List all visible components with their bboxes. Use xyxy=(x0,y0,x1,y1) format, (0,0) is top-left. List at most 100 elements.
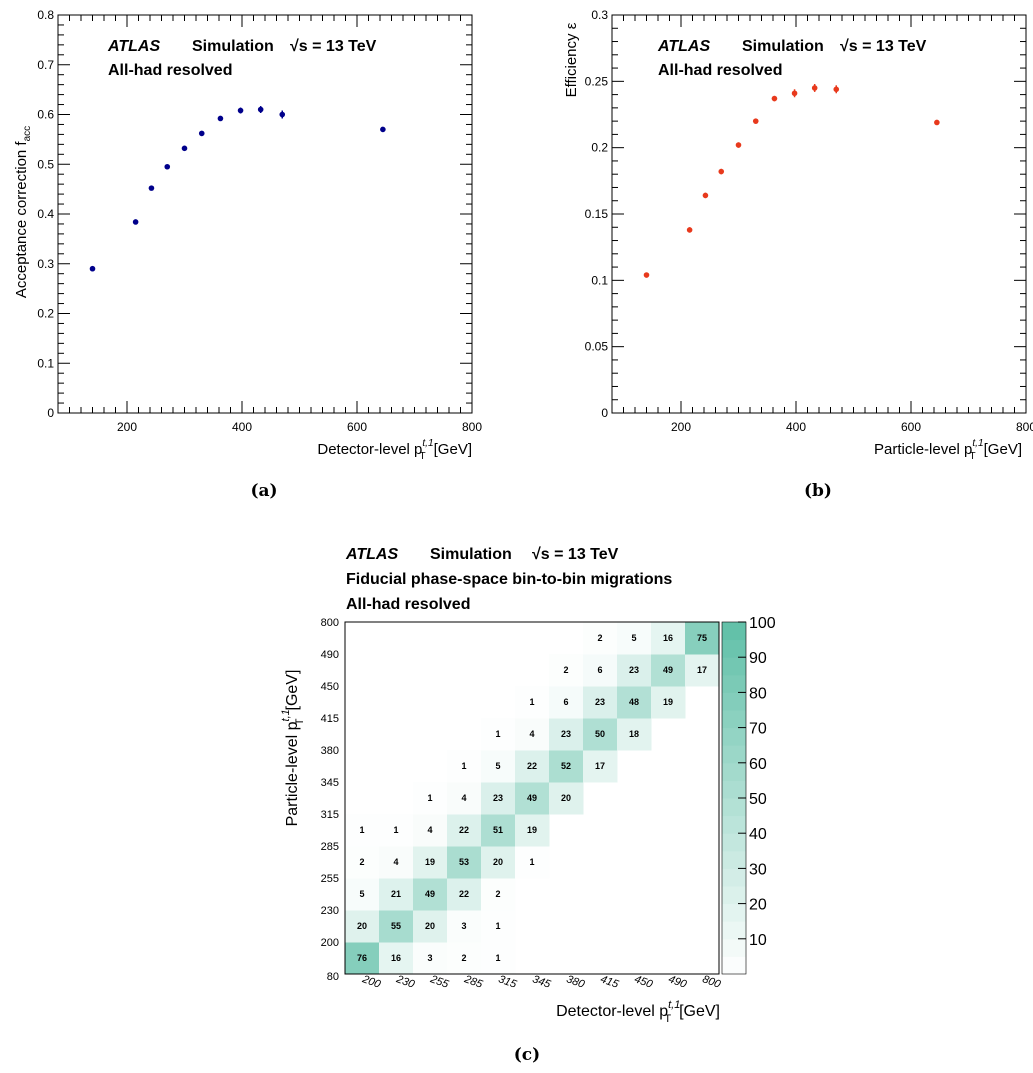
heatmap-cell xyxy=(447,878,482,911)
a-data-point xyxy=(181,145,188,152)
color-scale-segment xyxy=(722,868,746,887)
heatmap-cell-value: 76 xyxy=(357,953,367,963)
color-scale-segment xyxy=(722,833,746,852)
c-ytick-label: 415 xyxy=(321,713,339,725)
color-scale-segment xyxy=(722,850,746,869)
heatmap-cell-value: 1 xyxy=(393,825,398,835)
heatmap-cell xyxy=(345,942,380,975)
a-data-point xyxy=(217,115,224,122)
c-xtick-label: 345 xyxy=(531,973,553,991)
heatmap-cell xyxy=(549,750,584,783)
heatmap-cell xyxy=(583,686,618,719)
heatmap-cell xyxy=(651,654,686,687)
a-ytick-label: 0.1 xyxy=(37,356,54,370)
c-xtick-label: 285 xyxy=(462,973,485,991)
heatmap-cell xyxy=(345,878,380,911)
color-scale-segment xyxy=(722,938,746,957)
color-scale-tick-label: 10 xyxy=(749,932,767,949)
c-xtick-label: 315 xyxy=(497,973,519,991)
a-data-point xyxy=(279,111,286,118)
a-data-point xyxy=(164,163,171,170)
heatmap-cell xyxy=(481,942,516,975)
c-xtick-label: 415 xyxy=(599,973,621,991)
panel-a: 0 0.1 0.2 0.3 0.4 0.5 0.6 0.7 0.8 200 400 600 800 AT… xyxy=(13,8,482,501)
b-ytick-label: 0.15 xyxy=(585,207,609,221)
a-ytick-label: 0.6 xyxy=(37,108,54,122)
c-ytick-label: 230 xyxy=(321,905,339,917)
b-xtick-label: 600 xyxy=(901,420,921,434)
heatmap-cell-value: 19 xyxy=(527,825,537,835)
heatmap-cell xyxy=(345,814,380,847)
b-data-point xyxy=(735,142,742,148)
color-scale-tick-label: 60 xyxy=(749,756,767,773)
b-xlabel-text: Particle-level p xyxy=(874,441,972,458)
heatmap-cell xyxy=(379,846,414,879)
a-energy-label: √s = 13 TeV xyxy=(290,38,377,55)
heatmap-cell xyxy=(345,846,380,879)
heatmap-cell-value: 4 xyxy=(461,793,466,803)
b-data-point xyxy=(791,90,798,97)
c-ylabel-text: Particle-level p xyxy=(284,721,301,826)
heatmap-cell-value: 2 xyxy=(495,889,500,899)
heatmap-cell-value: 5 xyxy=(631,633,636,643)
heatmap-cell-value: 1 xyxy=(359,825,364,835)
c-ytick-label: 285 xyxy=(321,841,339,853)
heatmap-cell-value: 20 xyxy=(561,793,571,803)
heatmap-cell-value: 49 xyxy=(663,665,673,675)
heatmap-cell-value: 3 xyxy=(427,953,432,963)
color-scale-segment xyxy=(722,657,746,676)
b-data-point xyxy=(686,227,693,233)
plot-a-axes: 0 0.1 0.2 0.3 0.4 0.5 0.6 0.7 0.8 200 400 600 800 xyxy=(37,8,482,434)
color-scale-segment xyxy=(722,815,746,834)
c-ytick-label: 200 xyxy=(321,937,339,949)
heatmap-cell xyxy=(379,910,414,943)
heatmap-cell-value: 52 xyxy=(561,761,571,771)
a-data-point xyxy=(380,126,386,133)
color-scale-segment xyxy=(722,956,746,975)
a-subtitle: All-had resolved xyxy=(108,62,232,79)
c-ytick-label: 255 xyxy=(321,873,339,885)
c-xtick-label: 490 xyxy=(667,973,689,991)
b-xtick-label: 400 xyxy=(786,420,806,434)
color-scale-tick-label: 80 xyxy=(749,685,767,702)
heatmap-cell xyxy=(413,878,448,911)
color-scale-segment xyxy=(722,921,746,940)
plot-b-points xyxy=(643,83,940,278)
a-ytick-label: 0.7 xyxy=(37,58,54,72)
heatmap-cell-value: 1 xyxy=(461,761,466,771)
color-scale-segment xyxy=(722,762,746,781)
color-scale-segment xyxy=(722,710,746,729)
color-scale-segment xyxy=(722,780,746,799)
heatmap-cell-value: 51 xyxy=(493,825,503,835)
heatmap-cell-value: 3 xyxy=(461,921,466,931)
b-data-point xyxy=(718,168,725,175)
heatmap-cell-value: 2 xyxy=(563,665,568,675)
heatmap-cell xyxy=(481,910,516,943)
heatmap-cell-value: 20 xyxy=(357,921,367,931)
color-scale-segment xyxy=(722,798,746,817)
heatmap-cell-value: 16 xyxy=(391,953,401,963)
a-xtick-label: 200 xyxy=(117,420,137,434)
c-ylabel-unit: [GeV] xyxy=(284,670,301,711)
heatmap-cell-value: 75 xyxy=(697,633,707,643)
heatmap-cell xyxy=(583,718,618,751)
b-data-point xyxy=(771,95,778,102)
heatmap-cell-value: 22 xyxy=(459,825,469,835)
c-xlabel-unit: [GeV] xyxy=(679,1003,720,1020)
b-xtick-label: 800 xyxy=(1016,420,1033,434)
heatmap-cell xyxy=(549,654,584,687)
c-subtitle-line3: All-had resolved xyxy=(346,596,470,613)
b-data-point xyxy=(702,192,709,199)
c-ytick-label: 450 xyxy=(321,681,339,693)
b-ylabel: Efficiency ε xyxy=(563,22,580,97)
heatmap-cell-value: 23 xyxy=(561,729,571,739)
b-ytick-label: 0 xyxy=(601,406,608,420)
panel-c: ATLAS Simulation √s = 13 TeV Fiducial ph… xyxy=(280,546,776,1065)
b-ytick-label: 0.25 xyxy=(585,74,609,88)
heatmap-cell xyxy=(447,750,482,783)
color-scale-segment xyxy=(722,886,746,905)
heatmap-cell-value: 23 xyxy=(595,697,605,707)
heatmap-cell xyxy=(481,814,516,847)
b-data-point xyxy=(811,85,818,91)
c-ytick-label: 345 xyxy=(321,777,339,789)
